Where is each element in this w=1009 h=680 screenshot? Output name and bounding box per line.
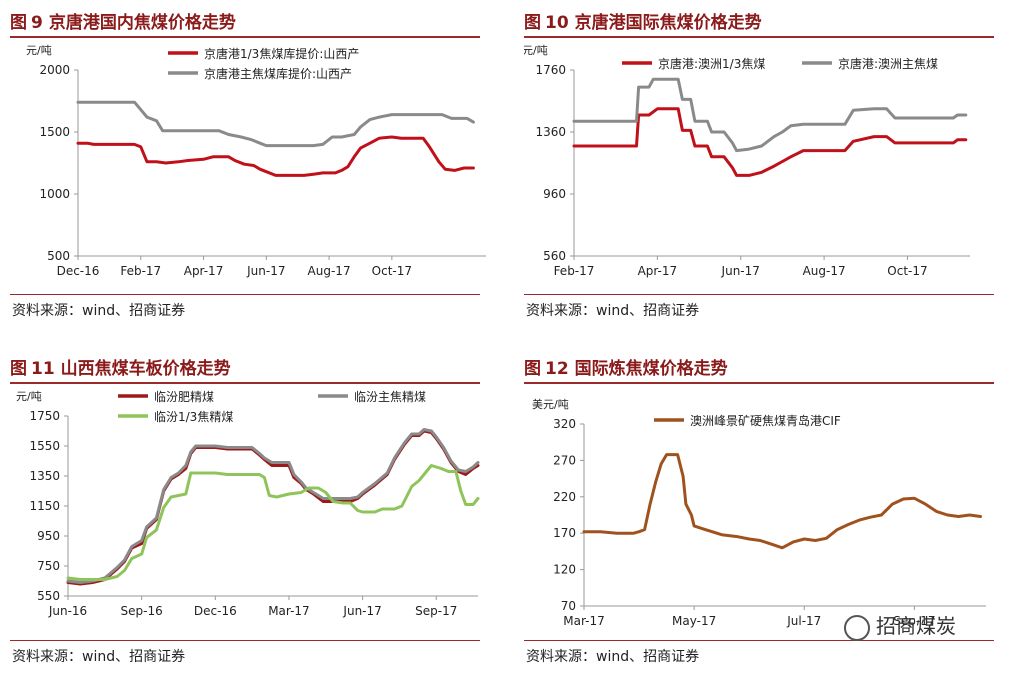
- x-tick-label: Sep-17: [893, 614, 935, 628]
- x-tick-label: Feb-17: [554, 264, 595, 278]
- x-tick-label: Jun-17: [342, 604, 381, 618]
- y-tick-label: 500: [47, 249, 70, 263]
- x-tick-label: Mar-17: [268, 604, 309, 618]
- x-tick-label: Aug-17: [308, 264, 351, 278]
- series-line-1: [582, 453, 982, 550]
- y-tick-label: 1500: [39, 125, 70, 139]
- y-tick-label: 560: [543, 249, 566, 263]
- legend-label: 京唐港1/3焦煤库提价:山西产: [204, 46, 359, 61]
- chart-panel-fig12: 图 12 国际炼焦煤价格走势 美元/吨 70 120 170 220 270 320 Mar-17…: [524, 350, 1006, 680]
- legend-label: 京唐港:澳洲1/3焦煤: [658, 56, 765, 71]
- source-note: 资料来源：wind、招商证券: [526, 303, 700, 319]
- y-tick-label: 2000: [39, 63, 70, 77]
- y-tick-label: 170: [553, 526, 576, 540]
- y-tick-label: 1360: [535, 125, 566, 139]
- watermark: 招商煤炭: [844, 610, 956, 641]
- source-note: 资料来源：wind、招商证券: [12, 303, 186, 319]
- chart-panel-fig11: 图 11 山西焦煤车板价格走势 元/吨 550 750 950 1150 1350 1550 17…: [10, 350, 492, 680]
- x-tick-label: Apr-17: [184, 264, 224, 278]
- panel-title: 图 11 山西焦煤车板价格走势: [10, 359, 231, 379]
- x-tick-label: Jun-16: [48, 604, 87, 618]
- legend-label: 京唐港:澳洲主焦煤: [838, 56, 938, 71]
- x-tick-label: Jun-17: [246, 264, 285, 278]
- y-tick-label: 1760: [535, 63, 566, 77]
- line-chart: 元/吨 560 960 1360 1760 Feb-17 Apr-17 Jun-17 Aug-1…: [524, 44, 970, 278]
- y-tick-label: 750: [37, 559, 60, 573]
- y-tick-label: 270: [553, 453, 576, 467]
- x-tick-label: Feb-17: [120, 264, 161, 278]
- source-note: 资料来源：wind、招商证券: [12, 649, 186, 665]
- x-tick-label: Aug-17: [803, 264, 846, 278]
- source-rule: [10, 640, 480, 641]
- source-rule: [524, 294, 994, 295]
- source-rule: [10, 294, 480, 295]
- line-chart: 美元/吨 70 120 170 220 270 320 Mar-17 May-17 Jul-17 S…: [532, 398, 986, 628]
- y-axis-unit-label: 元/吨: [26, 44, 52, 57]
- source-note: 资料来源：wind、招商证券: [526, 649, 700, 665]
- panel-title: 图 12 国际炼焦煤价格走势: [524, 359, 728, 379]
- legend-label: 临汾1/3焦精煤: [154, 410, 233, 424]
- y-tick-label: 70: [561, 599, 576, 613]
- y-tick-label: 1750: [29, 409, 60, 423]
- series-line-1: [572, 107, 968, 177]
- title-rule: [10, 382, 480, 384]
- chart-panel-fig9: 图 9 京唐港国内焦煤价格走势 元/吨 500 1000 1500 2000 Dec-16 Fe…: [10, 4, 492, 334]
- legend-label: 澳洲峰景矿硬焦煤青岛港CIF: [690, 413, 841, 428]
- panel-title: 图 9 京唐港国内焦煤价格走势: [10, 13, 236, 33]
- x-tick-label: Oct-17: [372, 264, 412, 278]
- legend-label: 京唐港主焦煤库提价:山西产: [204, 66, 352, 81]
- title-rule: [10, 36, 480, 38]
- x-tick-label: Jun-17: [721, 264, 760, 278]
- y-tick-label: 950: [37, 529, 60, 543]
- series-line-1: [76, 135, 475, 177]
- x-tick-label: Sep-17: [415, 604, 457, 618]
- series-line-2: [76, 100, 475, 148]
- y-tick-label: 220: [553, 490, 576, 504]
- chart-panel-fig10: 图 10 京唐港国际焦煤价格走势 元/吨 560 960 1360 1760 Feb-17 Ap…: [524, 4, 1006, 334]
- y-tick-label: 1000: [39, 187, 70, 201]
- title-rule: [524, 382, 994, 384]
- title-rule: [524, 36, 994, 38]
- series-line-3: [66, 464, 480, 581]
- x-tick-label: Dec-16: [57, 264, 100, 278]
- legend-label: 临汾主焦精煤: [354, 390, 426, 404]
- y-tick-label: 1550: [29, 439, 60, 453]
- line-chart: 元/吨 500 1000 1500 2000 Dec-16 Feb-17 Apr-17 Jun-…: [26, 44, 486, 278]
- y-axis-unit-label: 元/吨: [16, 390, 42, 403]
- y-tick-label: 1350: [29, 469, 60, 483]
- x-tick-label: Jul-17: [786, 614, 821, 628]
- y-tick-label: 320: [553, 417, 576, 431]
- y-tick-label: 960: [543, 187, 566, 201]
- series-line-2: [572, 77, 968, 153]
- x-tick-label: Mar-17: [563, 614, 604, 628]
- series-line-2: [66, 428, 480, 584]
- y-tick-label: 550: [37, 589, 60, 603]
- wechat-icon: [844, 614, 870, 641]
- line-chart: 元/吨 550 750 950 1150 1350 1550 1750 Jun-16 Sep-16…: [16, 390, 480, 618]
- y-tick-label: 120: [553, 563, 576, 577]
- y-axis-unit-label: 美元/吨: [532, 398, 569, 411]
- x-tick-label: Dec-16: [194, 604, 237, 618]
- x-tick-label: Oct-17: [887, 264, 927, 278]
- y-axis-unit-label: 元/吨: [524, 44, 548, 57]
- panel-title: 图 10 京唐港国际焦煤价格走势: [524, 13, 762, 33]
- x-tick-label: May-17: [672, 614, 716, 628]
- x-tick-label: Sep-16: [121, 604, 163, 618]
- source-rule: [524, 640, 994, 641]
- watermark-text: 招商煤炭: [876, 614, 956, 638]
- y-tick-label: 1150: [29, 499, 60, 513]
- legend-label: 临汾肥精煤: [154, 390, 214, 404]
- x-tick-label: Apr-17: [638, 264, 678, 278]
